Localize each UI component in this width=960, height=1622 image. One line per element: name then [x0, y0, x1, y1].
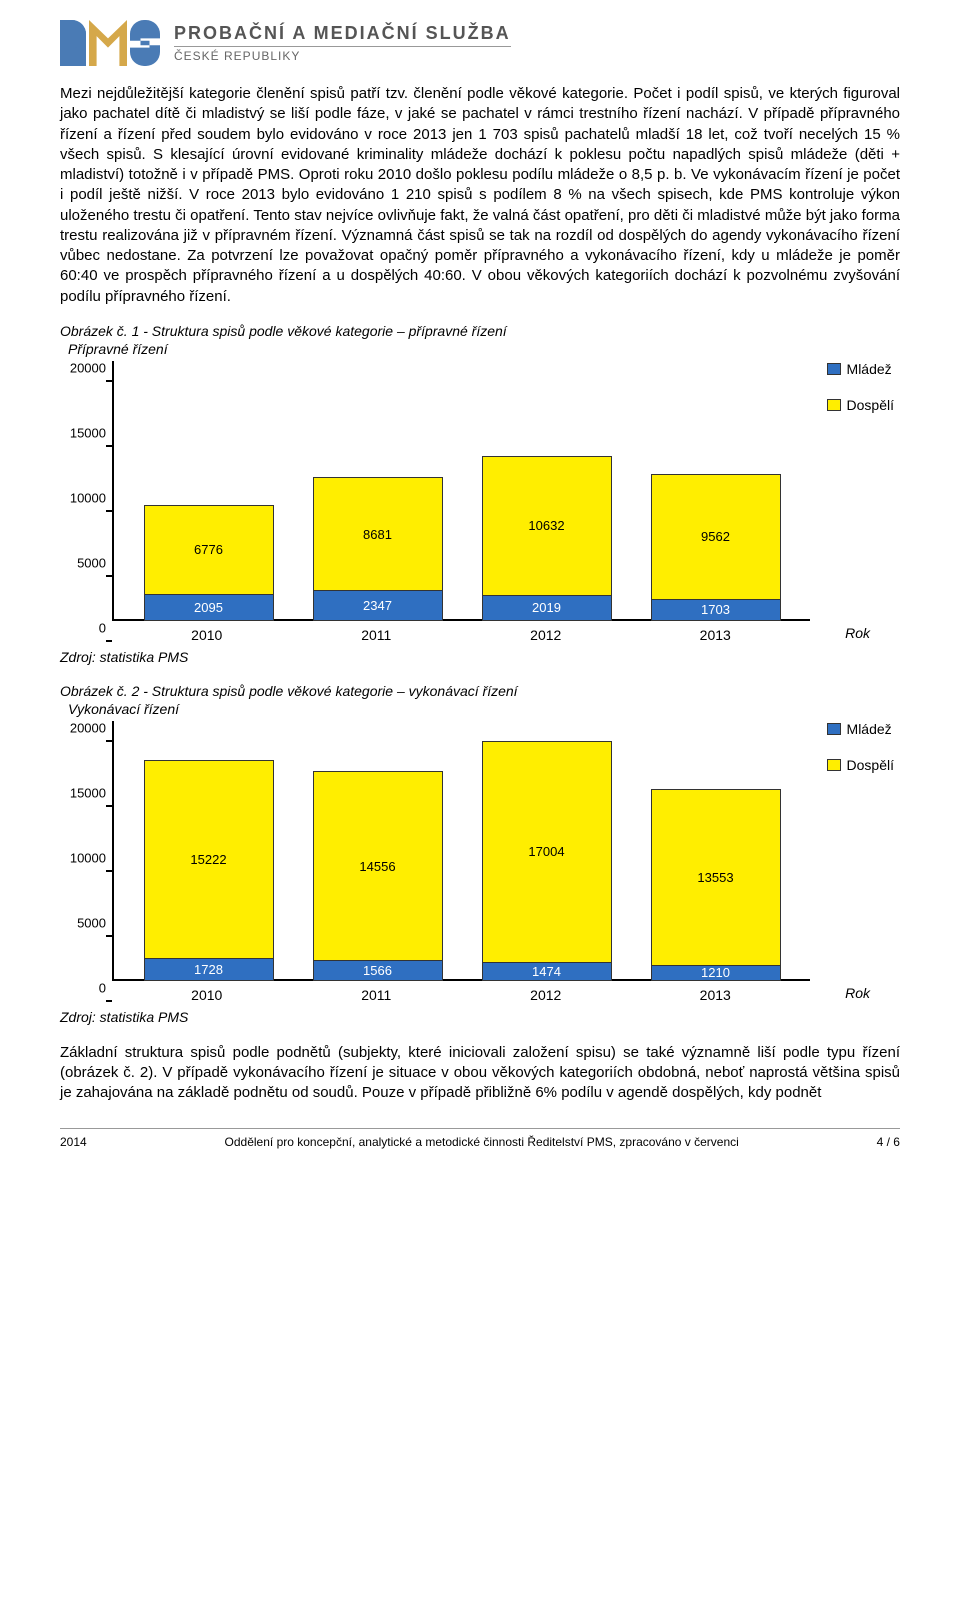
bar-segment-mladez: 2347 — [313, 590, 443, 621]
x-tick-label: 2013 — [650, 987, 780, 1003]
x-axis-title: Rok — [845, 985, 870, 1001]
y-tick-label: 5000 — [77, 915, 106, 930]
bar-segment-mladez: 1566 — [313, 960, 443, 980]
y-tick-label: 20000 — [70, 720, 106, 735]
org-subtitle: ČESKÉ REPUBLIKY — [174, 46, 511, 63]
legend-item-mladez: Mládež — [827, 721, 894, 737]
bottom-paragraph: Základní struktura spisů podle podnětů (… — [60, 1043, 900, 1104]
bar-2010: 152221728 — [144, 721, 274, 981]
x-tick-label: 2011 — [311, 987, 441, 1003]
footer-page-number: 4 / 6 — [877, 1135, 900, 1149]
y-tick-label: 0 — [99, 980, 106, 995]
bar-segment-dospeli: 10632 — [482, 456, 612, 594]
x-tick-label: 2013 — [650, 627, 780, 643]
figure-1-subtitle: Přípravné řízení — [68, 341, 900, 357]
org-title: PROBAČNÍ A MEDIAČNÍ SLUŽBA — [174, 23, 511, 44]
x-axis-title: Rok — [845, 625, 870, 641]
x-tick-label: 2012 — [481, 987, 611, 1003]
bar-segment-dospeli: 17004 — [482, 741, 612, 962]
x-tick-label: 2012 — [481, 627, 611, 643]
bar-segment-dospeli: 13553 — [651, 789, 781, 965]
bar-segment-mladez: 2095 — [144, 594, 274, 621]
figure-1-source: Zdroj: statistika PMS — [60, 649, 900, 665]
bar-2012: 106322019 — [482, 361, 612, 621]
bar-segment-dospeli: 6776 — [144, 505, 274, 593]
bar-2012: 170041474 — [482, 721, 612, 981]
y-tick-label: 15000 — [70, 785, 106, 800]
footer-year: 2014 — [60, 1135, 87, 1149]
legend-swatch-icon — [827, 399, 841, 411]
legend-label: Mládež — [847, 361, 892, 377]
org-header: PROBAČNÍ A MEDIAČNÍ SLUŽBA ČESKÉ REPUBLI… — [60, 20, 900, 66]
bar-2011: 86812347 — [313, 361, 443, 621]
y-tick-label: 20000 — [70, 360, 106, 375]
x-tick-label: 2010 — [142, 987, 272, 1003]
legend-item-dospeli: Dospělí — [827, 397, 894, 413]
bar-segment-dospeli: 14556 — [313, 771, 443, 960]
bar-segment-mladez: 1728 — [144, 958, 274, 980]
chart-2: 0 5000 10000 15000 20000 152221728 145561566 17… — [60, 721, 900, 1003]
legend-label: Mládež — [847, 721, 892, 737]
x-tick-label: 2010 — [142, 627, 272, 643]
legend-item-mladez: Mládež — [827, 361, 894, 377]
y-tick-label: 0 — [99, 620, 106, 635]
chart-legend: Mládež Dospělí — [827, 721, 894, 773]
document-page: PROBAČNÍ A MEDIAČNÍ SLUŽBA ČESKÉ REPUBLI… — [0, 0, 960, 1179]
bar-segment-dospeli: 15222 — [144, 760, 274, 958]
page-footer: 2014 Oddělení pro koncepční, analytické … — [60, 1128, 900, 1149]
org-title-block: PROBAČNÍ A MEDIAČNÍ SLUŽBA ČESKÉ REPUBLI… — [174, 23, 511, 63]
chart-1: 0 5000 10000 15000 20000 67762095 86812347 1063… — [60, 361, 900, 643]
legend-swatch-icon — [827, 759, 841, 771]
bar-segment-dospeli: 8681 — [313, 477, 443, 590]
footer-center: Oddělení pro koncepční, analytické a met… — [225, 1135, 739, 1149]
bar-segment-mladez: 1210 — [651, 965, 781, 981]
chart-legend: Mládež Dospělí — [827, 361, 894, 413]
y-tick-label: 10000 — [70, 850, 106, 865]
bar-segment-mladez: 1474 — [482, 962, 612, 981]
bar-2011: 145561566 — [313, 721, 443, 981]
bar-segment-mladez: 1703 — [651, 599, 781, 621]
legend-item-dospeli: Dospělí — [827, 757, 894, 773]
figure-1-title: Obrázek č. 1 - Struktura spisů podle věk… — [60, 323, 900, 339]
bar-2010: 67762095 — [144, 361, 274, 621]
x-tick-label: 2011 — [311, 627, 441, 643]
figure-2-title: Obrázek č. 2 - Struktura spisů podle věk… — [60, 683, 900, 699]
y-tick-label: 5000 — [77, 555, 106, 570]
main-paragraph: Mezi nejdůležitější kategorie členění sp… — [60, 84, 900, 307]
pms-logo-icon — [60, 20, 160, 66]
figure-2-subtitle: Vykonávací řízení — [68, 701, 900, 717]
bar-2013: 95621703 — [651, 361, 781, 621]
figure-2-source: Zdroj: statistika PMS — [60, 1009, 900, 1025]
bar-segment-mladez: 2019 — [482, 595, 612, 621]
legend-swatch-icon — [827, 723, 841, 735]
legend-swatch-icon — [827, 363, 841, 375]
y-tick-label: 15000 — [70, 425, 106, 440]
y-tick-label: 10000 — [70, 490, 106, 505]
bar-segment-dospeli: 9562 — [651, 474, 781, 598]
bar-2013: 135531210 — [651, 721, 781, 981]
legend-label: Dospělí — [847, 397, 894, 413]
legend-label: Dospělí — [847, 757, 894, 773]
